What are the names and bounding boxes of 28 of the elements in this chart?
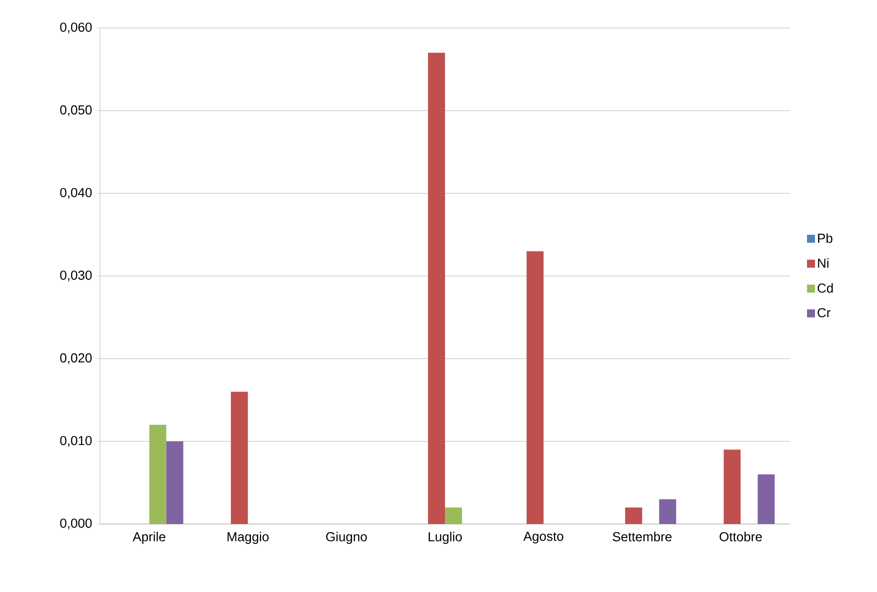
y-tick-label: 0,060: [60, 22, 92, 34]
x-tick-label: Luglio: [428, 532, 462, 544]
bar: [445, 507, 462, 524]
bar: [230, 392, 248, 524]
bar: [149, 424, 166, 524]
bar: [428, 52, 446, 524]
legend-label: Cd: [818, 283, 833, 293]
bar: [758, 474, 775, 524]
y-tick-label: 0,010: [60, 436, 92, 447]
legend-label: Cr: [818, 308, 830, 318]
y-tick-label: 0,050: [60, 105, 92, 116]
bar: [724, 450, 741, 524]
legend-label: Pb: [818, 233, 832, 243]
y-tick-label: 0,030: [60, 270, 92, 282]
bar: [625, 507, 642, 524]
x-tick-label: Ottobre: [720, 532, 762, 542]
legend-label: Ni: [818, 258, 828, 268]
x-tick-label: Agosto: [523, 532, 564, 544]
bar: [659, 499, 676, 524]
y-tick-label: 0,020: [60, 353, 92, 364]
x-tick-label: Maggio: [228, 532, 269, 544]
bar: [166, 441, 184, 524]
y-tick-label: 0,040: [60, 188, 92, 199]
x-tick-label: Aprile: [132, 532, 166, 544]
bar: [526, 251, 544, 524]
x-tick-label: Giugno: [326, 532, 367, 544]
y-tick-label: 0,000: [60, 518, 92, 530]
x-tick-label: Settembre: [612, 532, 672, 542]
